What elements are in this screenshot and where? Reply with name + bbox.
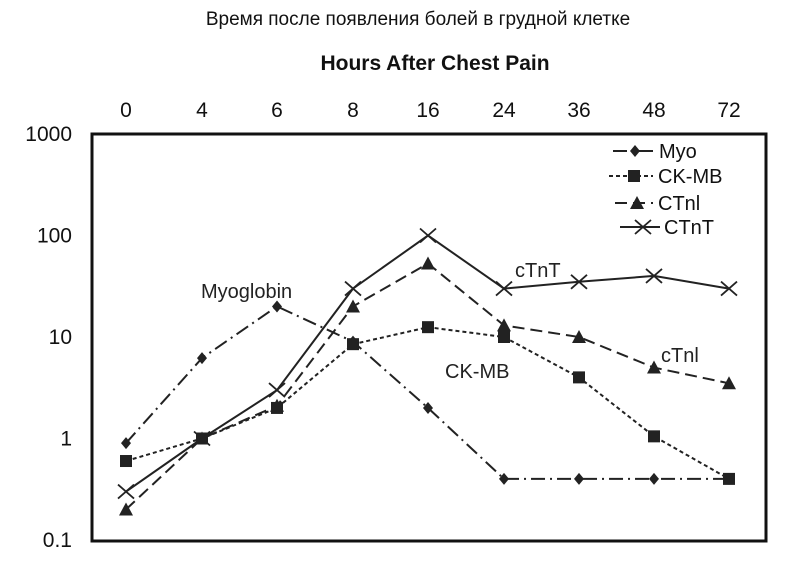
plot-area — [90, 132, 768, 543]
data-point-ctnt — [720, 280, 738, 297]
y-tick-label: 100 — [37, 225, 72, 248]
series-layer — [117, 227, 738, 516]
data-point-ctnt — [495, 280, 513, 297]
series-line-myo — [125, 305, 729, 480]
data-point-ckmb — [120, 455, 132, 468]
y-tick-label: 1000 — [25, 123, 72, 146]
legend-marker — [630, 196, 644, 209]
data-point-ckmb — [648, 430, 660, 443]
chart-title: Hours After Chest Pain — [320, 52, 549, 75]
legend-label: CTnT — [664, 217, 714, 239]
data-point-ctnt — [570, 274, 588, 290]
data-point-myo — [499, 472, 509, 485]
data-point-ctni — [572, 330, 586, 343]
x-tick-label: 0 — [120, 99, 132, 122]
x-tick-label: 36 — [567, 99, 590, 122]
legend-item-ctni: CTnl — [615, 193, 700, 215]
legend-item-myo: Myo — [613, 141, 697, 163]
x-tick-label: 6 — [271, 99, 283, 122]
legend-marker — [634, 219, 652, 235]
x-tick-labels: 0 4 6 8 16 24 36 48 72 — [120, 99, 741, 122]
data-point-ctnt — [645, 268, 663, 284]
data-point-ctnt — [268, 382, 286, 398]
legend-marker — [630, 145, 640, 157]
data-point-ckmb — [347, 338, 359, 351]
annotation-ctni: cTnl — [661, 345, 699, 367]
x-tick-label: 24 — [492, 99, 516, 122]
y-tick-label: 1 — [60, 428, 72, 451]
data-point-myo — [423, 401, 433, 414]
y-tick-label: 0.1 — [43, 529, 72, 552]
annotation-myo: Myoglobin — [201, 281, 292, 303]
y-tick-labels: 1000 100 10 1 0.1 — [25, 123, 72, 552]
data-point-ctnt — [193, 430, 211, 447]
data-point-ckmb — [573, 371, 585, 384]
data-point-ckmb — [498, 331, 510, 343]
series-ctnt — [117, 227, 738, 500]
data-point-ctni — [119, 502, 133, 516]
data-point-ctni — [647, 360, 661, 374]
annotation-ckmb: CK-MB — [445, 361, 509, 383]
data-point-ctni — [722, 376, 736, 390]
chart-subtitle: Время после появления болей в грудной кл… — [206, 9, 630, 30]
series-line-ctnt — [125, 234, 730, 493]
legend-item-ckmb: CK-MB — [609, 166, 722, 188]
data-point-ctni — [497, 318, 511, 332]
legend-label: CK-MB — [658, 166, 722, 188]
legend-label: Myo — [659, 141, 697, 163]
x-tick-label: 4 — [196, 99, 208, 122]
x-tick-label: 8 — [347, 99, 359, 122]
annotation-ctnt: cTnT — [515, 260, 561, 282]
series-ctni — [119, 256, 736, 516]
x-tick-label: 72 — [717, 99, 740, 122]
data-point-ctni — [270, 398, 284, 412]
data-point-myo — [121, 437, 131, 450]
legend-item-ctnt: CTnT — [620, 217, 714, 239]
legend-marker — [628, 170, 640, 182]
data-point-myo — [574, 472, 584, 485]
data-point-ckmb — [723, 472, 735, 485]
data-point-ctnt — [344, 280, 362, 297]
x-tick-label: 48 — [642, 99, 665, 122]
y-tick-label: 10 — [49, 326, 72, 349]
data-point-myo — [272, 300, 282, 313]
data-point-ctnt — [419, 227, 437, 244]
data-point-ckmb — [422, 321, 434, 334]
data-point-ctni — [421, 256, 435, 270]
data-point-ctnt — [117, 483, 135, 500]
data-point-myo — [197, 352, 207, 365]
x-tick-label: 16 — [416, 99, 439, 122]
annotations: Myoglobin CK-MB cTnT cTnl — [201, 260, 699, 383]
data-point-myo — [649, 472, 659, 485]
legend-label: CTnl — [658, 193, 700, 215]
data-point-ctni — [346, 299, 360, 313]
